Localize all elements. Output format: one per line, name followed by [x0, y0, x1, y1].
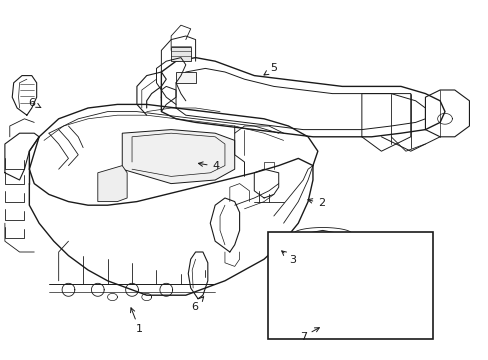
Text: 4: 4: [198, 161, 219, 171]
Text: 2: 2: [307, 198, 325, 208]
Text: 6: 6: [28, 98, 41, 108]
Polygon shape: [171, 47, 190, 61]
Polygon shape: [98, 166, 127, 202]
Polygon shape: [176, 72, 195, 83]
Text: 1: 1: [130, 308, 142, 334]
Text: 6: 6: [191, 297, 203, 312]
Text: 3: 3: [281, 251, 295, 265]
Bar: [267, 232, 432, 339]
Text: 5: 5: [264, 63, 277, 75]
Text: 7: 7: [299, 328, 319, 342]
Polygon shape: [122, 130, 234, 184]
